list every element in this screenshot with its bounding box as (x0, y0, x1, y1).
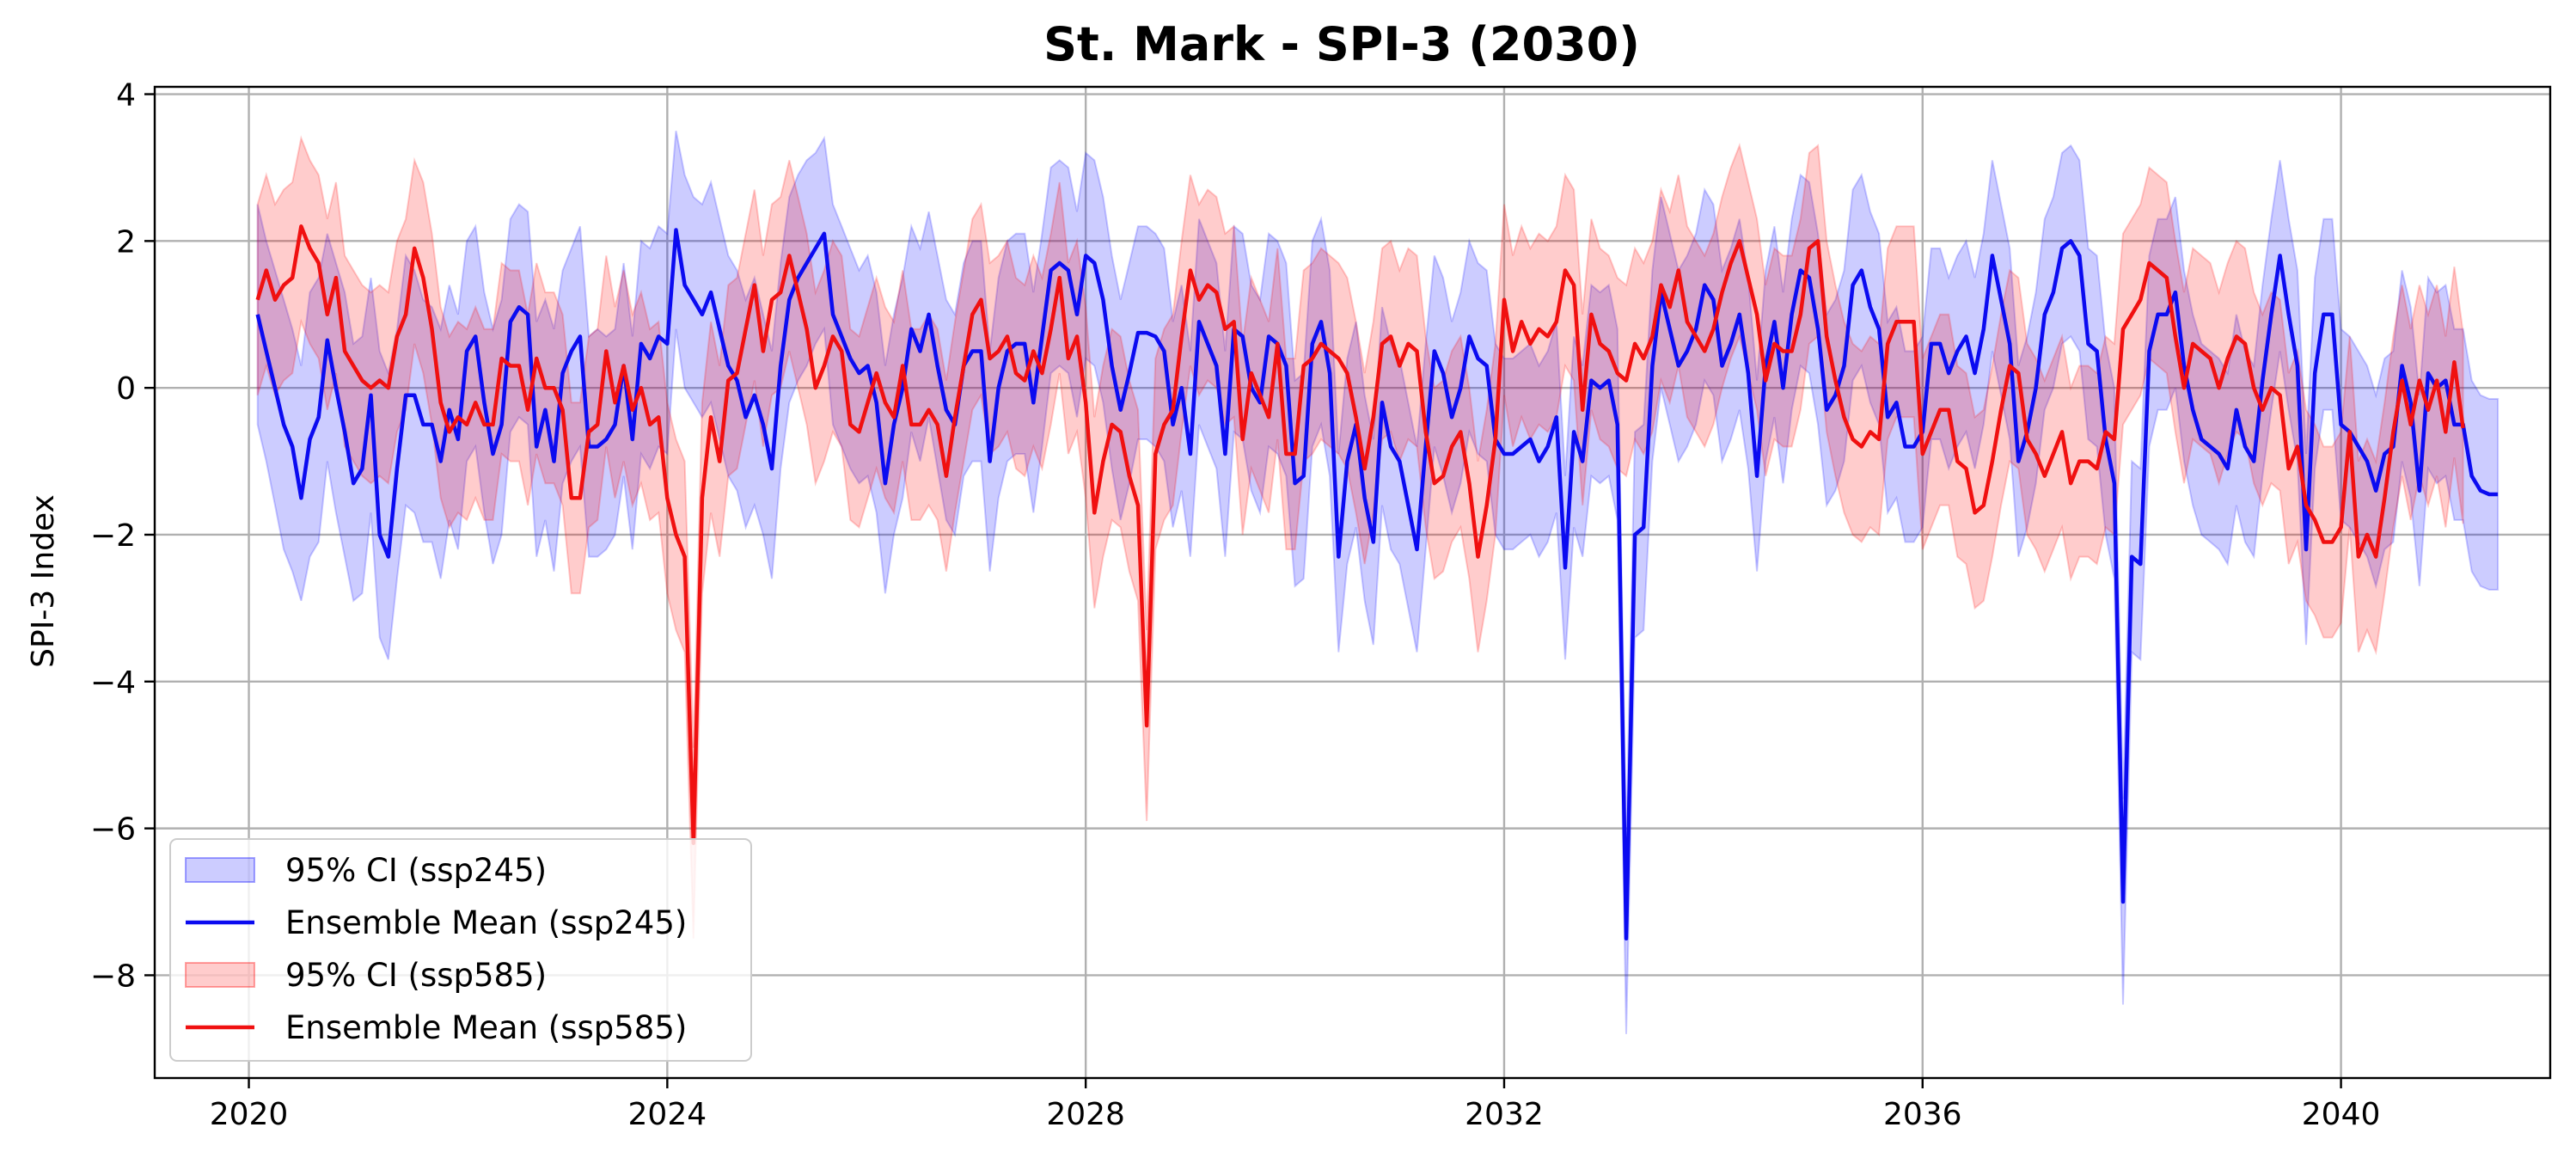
axis-ticks: 2020 2024 2028 2032 2036 2040 −8 −6 −4 −2 0 2 4 (90, 78, 2380, 1132)
y-axis-label: SPI-3 Index (26, 494, 61, 668)
y-tick-label: −4 (90, 665, 136, 701)
x-tick-label: 2032 (1465, 1097, 1544, 1132)
y-tick-label: 0 (116, 371, 136, 407)
legend-label: 95% CI (ssp245) (285, 852, 547, 889)
x-tick-label: 2040 (2302, 1097, 2381, 1132)
y-tick-label: 4 (116, 78, 136, 113)
y-tick-label: 2 (116, 224, 136, 260)
x-tick-label: 2024 (628, 1097, 707, 1132)
x-tick-label: 2036 (1883, 1097, 1962, 1132)
x-tick-label: 2028 (1046, 1097, 1125, 1132)
x-tick-label: 2020 (210, 1097, 289, 1132)
y-tick-label: −8 (90, 959, 136, 994)
legend-label: Ensemble Mean (ssp585) (285, 1009, 687, 1046)
data-layer (255, 131, 2500, 1034)
chart-title: St. Mark - SPI-3 (2030) (1043, 17, 1640, 71)
mean-line-ssp245 (255, 228, 2499, 940)
legend-box (169, 838, 752, 1062)
plot-frame (153, 85, 2552, 1080)
y-tick-label: −2 (90, 518, 136, 554)
legend-ci-swatch (185, 962, 255, 988)
legend: 95% CI (ssp245) Ensemble Mean (ssp245) 95%… (169, 838, 752, 1062)
legend-label: Ensemble Mean (ssp245) (285, 904, 687, 941)
mean-line-ssp585 (255, 224, 2465, 845)
ci-band-ssp245 (256, 131, 2500, 1034)
legend-ci-swatch (185, 857, 255, 883)
legend-label: 95% CI (ssp585) (285, 957, 547, 994)
y-tick-label: −6 (90, 812, 136, 848)
